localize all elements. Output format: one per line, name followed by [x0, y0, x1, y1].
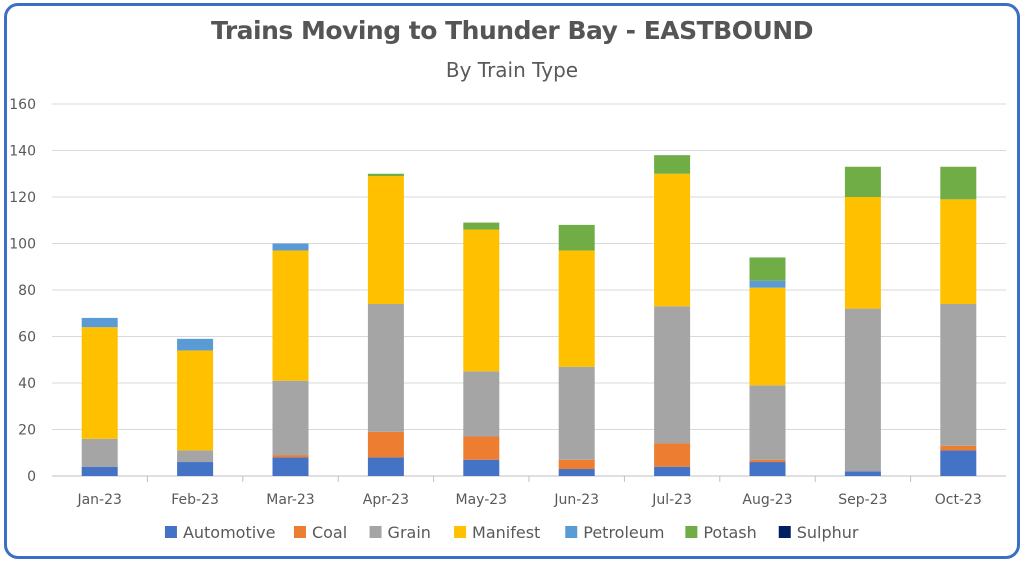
bar-manifest-oct-23 — [940, 199, 977, 304]
y-tick-label: 60 — [18, 330, 36, 346]
bar-manifest-jul-23 — [654, 173, 691, 307]
bar-petroleum-jan-23 — [81, 317, 118, 328]
y-tick-label: 0 — [27, 469, 36, 485]
bar-manifest-jun-23 — [558, 250, 595, 367]
x-tick-label: Sep-23 — [838, 492, 887, 508]
x-tick-label: Jan-23 — [76, 492, 121, 508]
bar-coal-jul-23 — [654, 443, 691, 467]
bar-grain-feb-23 — [177, 450, 214, 463]
bar-automotive-mar-23 — [272, 457, 309, 476]
bar-automotive-jun-23 — [558, 469, 595, 476]
bar-grain-mar-23 — [272, 380, 309, 456]
legend-swatch-coal — [293, 526, 306, 538]
legend-label-coal: Coal — [312, 523, 347, 542]
bar-manifest-jan-23 — [81, 327, 118, 439]
legend-swatch-petroleum — [565, 526, 578, 538]
legend-swatch-potash — [685, 526, 698, 538]
bar-grain-may-23 — [463, 371, 500, 437]
legend-label-potash: Potash — [703, 523, 756, 542]
x-tick-label: Mar-23 — [266, 492, 314, 508]
bar-grain-jul-23 — [654, 306, 691, 444]
bar-petroleum-aug-23 — [749, 280, 786, 288]
legend-label-sulphur: Sulphur — [797, 523, 859, 542]
bar-automotive-oct-23 — [940, 450, 977, 476]
bar-manifest-sep-23 — [844, 197, 881, 309]
legend-label-manifest: Manifest — [472, 523, 540, 542]
bar-potash-jul-23 — [654, 155, 691, 174]
bar-automotive-aug-23 — [749, 462, 786, 476]
x-tick-label: Jun-23 — [553, 492, 599, 508]
bar-potash-apr-23 — [367, 173, 404, 177]
x-tick-label: Feb-23 — [171, 492, 219, 508]
bar-grain-sep-23 — [844, 308, 881, 472]
bar-manifest-may-23 — [463, 229, 500, 372]
bar-coal-oct-23 — [940, 445, 977, 451]
legend-label-automotive: Automotive — [183, 523, 276, 542]
bar-petroleum-mar-23 — [272, 243, 309, 251]
y-tick-label: 80 — [18, 283, 36, 299]
bar-manifest-feb-23 — [177, 350, 214, 451]
legend-label-petroleum: Petroleum — [583, 523, 664, 542]
bar-coal-apr-23 — [367, 431, 404, 458]
bar-potash-aug-23 — [749, 257, 786, 281]
x-tick-label: Aug-23 — [742, 492, 792, 508]
bar-potash-sep-23 — [844, 166, 881, 197]
bar-automotive-jan-23 — [81, 466, 118, 476]
bar-automotive-apr-23 — [367, 457, 404, 476]
bar-coal-mar-23 — [272, 455, 309, 458]
bar-grain-aug-23 — [749, 385, 786, 460]
legend-label-grain: Grain — [388, 523, 431, 542]
bar-coal-jun-23 — [558, 459, 595, 470]
x-tick-label: May-23 — [456, 492, 508, 508]
bar-automotive-may-23 — [463, 459, 500, 476]
y-tick-label: 160 — [9, 97, 36, 113]
bar-grain-apr-23 — [367, 303, 404, 432]
x-tick-label: Oct-23 — [935, 492, 982, 508]
bar-grain-oct-23 — [940, 303, 977, 446]
bar-potash-jun-23 — [558, 224, 595, 251]
bar-petroleum-feb-23 — [177, 338, 214, 351]
chart-subtitle: By Train Type — [445, 58, 579, 82]
bar-manifest-apr-23 — [367, 176, 404, 304]
y-tick-label: 20 — [18, 423, 36, 439]
y-tick-label: 140 — [9, 144, 36, 160]
bar-manifest-mar-23 — [272, 250, 309, 381]
legend-swatch-manifest — [454, 526, 467, 538]
bar-automotive-feb-23 — [177, 462, 214, 476]
bar-potash-oct-23 — [940, 166, 977, 200]
legend-swatch-automotive — [164, 526, 177, 538]
bar-automotive-sep-23 — [844, 471, 881, 476]
bar-automotive-jul-23 — [654, 466, 691, 476]
x-tick-label: Apr-23 — [363, 492, 409, 508]
chart-title: Trains Moving to Thunder Bay - EASTBOUND — [211, 16, 813, 45]
x-tick-label: Jul-23 — [651, 492, 692, 508]
y-tick-label: 100 — [9, 237, 36, 253]
bar-potash-may-23 — [463, 222, 500, 230]
y-tick-label: 120 — [9, 190, 36, 206]
bar-coal-aug-23 — [749, 459, 786, 463]
legend-swatch-grain — [369, 526, 382, 538]
bar-coal-may-23 — [463, 436, 500, 460]
legend-swatch-sulphur — [778, 526, 791, 538]
y-tick-label: 40 — [18, 376, 36, 392]
bar-grain-jun-23 — [558, 366, 595, 460]
bar-grain-jan-23 — [81, 438, 118, 467]
bar-manifest-aug-23 — [749, 287, 786, 386]
